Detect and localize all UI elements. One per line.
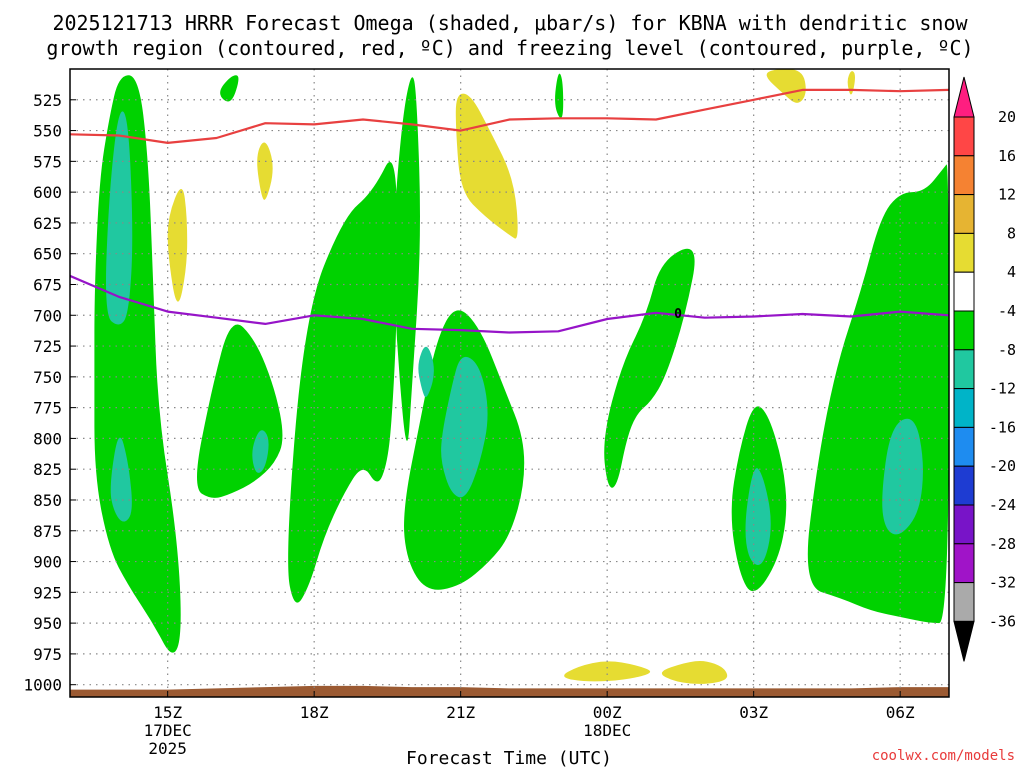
omega-region-14 [441, 356, 488, 498]
grid-layer [70, 69, 949, 697]
colorbar-segment [953, 271, 975, 312]
colorbar-label: -12 [989, 380, 1016, 398]
terrain-layer [70, 685, 949, 697]
y-tick-label: 925 [33, 583, 62, 602]
omega-region-16 [882, 418, 923, 535]
y-tick-label: 550 [33, 122, 62, 141]
y-tick-label: 625 [33, 214, 62, 233]
omega-region-19 [455, 93, 518, 239]
omega-region-12 [252, 430, 269, 473]
colorbar-label: -32 [989, 574, 1016, 592]
colorbar-label: 20 [998, 108, 1016, 126]
omega-region-22 [564, 661, 651, 682]
colorbar-segment [953, 543, 975, 584]
colorbar-segment [953, 155, 975, 196]
colorbar-segment [953, 349, 975, 390]
y-tick-label: 850 [33, 491, 62, 510]
colorbar-label: -4 [998, 302, 1016, 320]
y-tick-label: 900 [33, 553, 62, 572]
colorbar-segment [953, 465, 975, 506]
y-tick-label: 725 [33, 337, 62, 356]
colorbar-label: 16 [998, 147, 1016, 165]
omega-region-8 [220, 75, 239, 102]
y-tick-label: 525 [33, 91, 62, 110]
colorbar-segment [953, 388, 975, 428]
plot-frame [69, 68, 950, 698]
x-tick-label: 06Z [886, 703, 915, 722]
colorbar-label: -16 [989, 418, 1016, 436]
omega-region-10 [106, 111, 133, 325]
x-tick-label: 21Z [446, 703, 475, 722]
x-tick-label: 18Z [300, 703, 329, 722]
source-credit: coolwx.com/models [872, 748, 1015, 764]
chart-title-line2: growth region (contoured, red, ºC) and f… [46, 36, 973, 60]
y-tick-label: 950 [33, 614, 62, 633]
y-tick-label: 825 [33, 460, 62, 479]
y-tick-label: 650 [33, 245, 62, 264]
colorbar-segment [953, 426, 975, 467]
omega-region-23 [661, 661, 728, 684]
y-tick-label: 700 [33, 306, 62, 325]
x-tick-label: 00Z [593, 703, 622, 722]
y-tick-label: 1000 [23, 676, 62, 695]
freezing-level-label: 0 [674, 307, 682, 322]
omega-shading-layer [94, 69, 949, 684]
omega-region-2 [288, 162, 398, 603]
y-axis: 525 550 575 600 625 650 675 700 725 750 775 800 825 8… [23, 91, 76, 695]
colorbar-segment [953, 194, 975, 234]
omega-region-18 [257, 142, 273, 200]
omega-region-9 [555, 73, 564, 118]
colorbar-label: 8 [1007, 224, 1016, 242]
colorbar-label: -36 [989, 612, 1016, 630]
omega-region-17 [167, 189, 188, 302]
colorbar-label: -24 [989, 496, 1016, 514]
y-tick-label: 775 [33, 399, 62, 418]
x-tick-date: 17DEC [144, 721, 192, 740]
y-tick-label: 875 [33, 522, 62, 541]
colorbar-bottom-arrow [953, 620, 975, 662]
terrain-fill [70, 685, 949, 697]
colorbar-label: -28 [989, 535, 1016, 553]
colorbar: 20 16 12 8 4 -4 -8 -12 -16 -20 -24 -28 -32 -36 [953, 76, 1016, 662]
omega-region-13 [418, 346, 434, 398]
x-axis-label: Forecast Time (UTC) [406, 748, 612, 768]
chart-title-line1: 2025121713 HRRR Forecast Omega (shaded, … [52, 11, 968, 35]
colorbar-label: -8 [998, 341, 1016, 359]
colorbar-label: -20 [989, 457, 1016, 475]
y-tick-label: 975 [33, 645, 62, 664]
colorbar-label: 4 [1007, 263, 1016, 281]
omega-region-15 [745, 468, 771, 565]
omega-region-3 [393, 77, 420, 441]
x-tick-year: 2025 [148, 739, 187, 758]
colorbar-label: 12 [998, 186, 1016, 204]
colorbar-segment [953, 310, 975, 351]
freezing-level-contour [70, 274, 949, 334]
dendritic-growth-contour [70, 88, 949, 144]
omega-region-20 [766, 69, 806, 103]
colorbar-segment [953, 116, 975, 157]
colorbar-segment [953, 232, 975, 273]
y-tick-label: 575 [33, 152, 62, 171]
contour-lines-layer: 0 [70, 88, 949, 334]
y-tick-label: 800 [33, 429, 62, 448]
colorbar-segment [953, 582, 975, 622]
y-tick-label: 675 [33, 275, 62, 294]
omega-region-21 [847, 71, 855, 95]
x-tick-label: 03Z [739, 703, 768, 722]
y-tick-label: 750 [33, 368, 62, 387]
x-tick-date: 18DEC [583, 721, 631, 740]
colorbar-segment [953, 504, 975, 545]
y-tick-label: 600 [33, 183, 62, 202]
x-tick-label: 15Z [153, 703, 182, 722]
omega-region-5 [604, 248, 695, 488]
